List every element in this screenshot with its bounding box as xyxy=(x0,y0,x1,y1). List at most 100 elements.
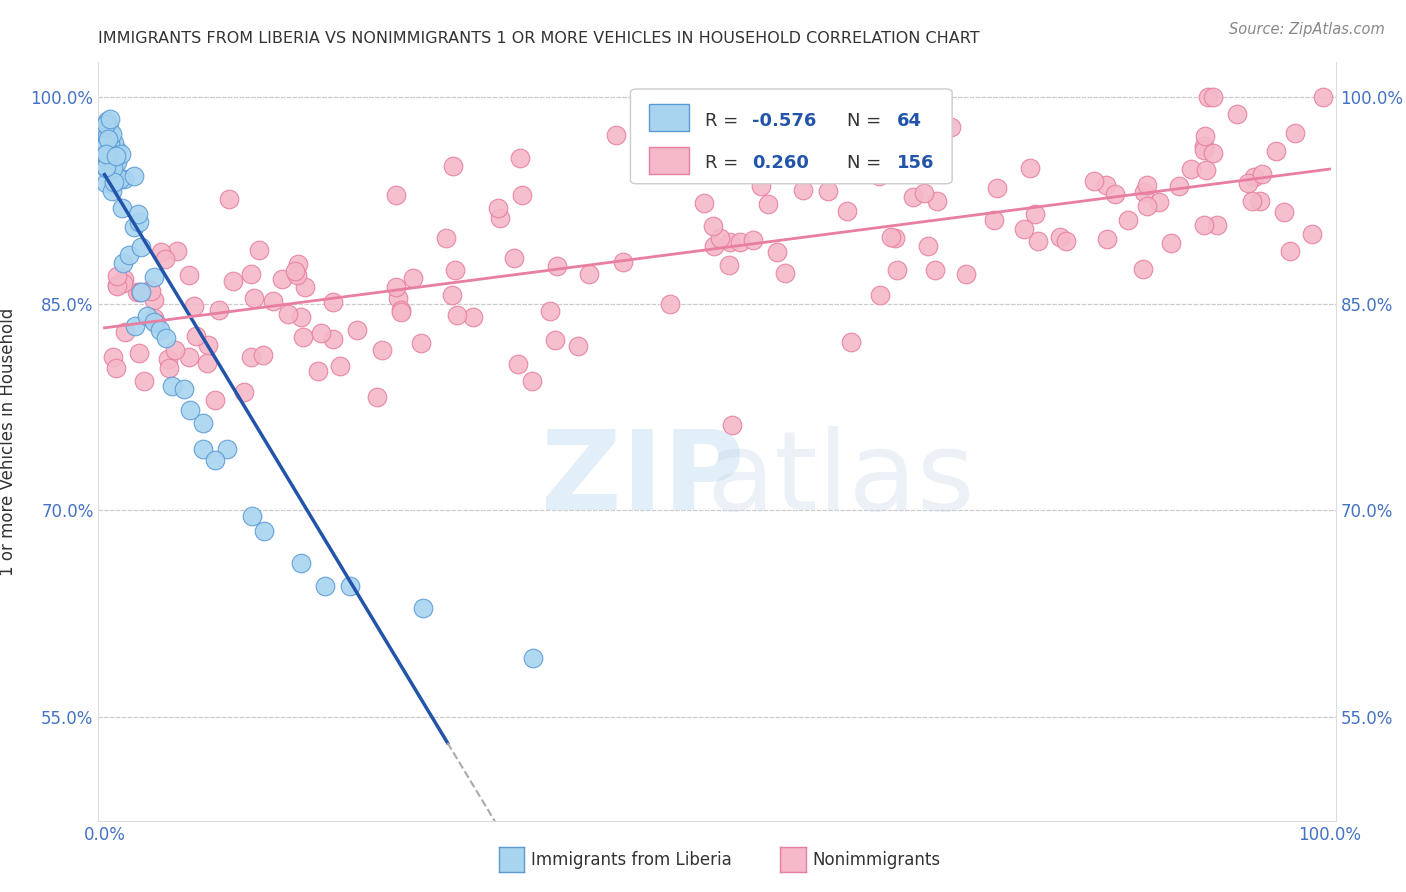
Point xyxy=(1192,139,1215,153)
Point xyxy=(191,442,214,456)
Point xyxy=(522,650,544,665)
Point xyxy=(143,311,166,326)
Point xyxy=(145,316,167,330)
Point xyxy=(125,285,148,300)
Point xyxy=(287,257,309,271)
Point xyxy=(243,291,266,305)
Point xyxy=(143,293,166,307)
Point xyxy=(446,308,468,322)
Point xyxy=(183,299,205,313)
Point xyxy=(111,277,134,291)
Point xyxy=(103,177,125,191)
Point xyxy=(239,350,262,364)
Point xyxy=(1168,178,1191,193)
Point xyxy=(186,329,208,343)
Text: IMMIGRANTS FROM LIBERIA VS NONIMMIGRANTS 1 OR MORE VEHICLES IN HOUSEHOLD CORRELA: IMMIGRANTS FROM LIBERIA VS NONIMMIGRANTS… xyxy=(98,31,980,46)
Point xyxy=(728,235,751,249)
Point xyxy=(105,154,128,169)
Point xyxy=(122,169,145,183)
Point xyxy=(1206,218,1229,232)
Point xyxy=(155,331,177,345)
Point xyxy=(204,393,226,408)
FancyBboxPatch shape xyxy=(630,89,952,184)
Point xyxy=(756,197,779,211)
Point xyxy=(129,285,152,299)
Point xyxy=(252,348,274,362)
Point xyxy=(434,231,457,245)
Point xyxy=(1083,173,1105,187)
Point xyxy=(955,268,977,282)
Point xyxy=(138,283,160,297)
Text: ZIP: ZIP xyxy=(541,426,745,533)
Point xyxy=(156,352,179,367)
Point xyxy=(150,244,173,259)
Point xyxy=(869,103,891,117)
Point xyxy=(97,132,120,146)
Point xyxy=(1095,231,1118,245)
Point xyxy=(1136,178,1159,193)
Point xyxy=(389,305,412,319)
Point xyxy=(384,279,406,293)
Point xyxy=(222,274,245,288)
Point xyxy=(166,244,188,258)
Point xyxy=(94,147,117,161)
Point xyxy=(105,279,128,293)
Point xyxy=(107,143,129,157)
Point xyxy=(112,171,135,186)
Point xyxy=(104,360,127,375)
Point xyxy=(1197,90,1219,104)
Point xyxy=(912,186,935,201)
Point xyxy=(157,360,180,375)
Point xyxy=(128,215,150,229)
Point xyxy=(721,418,744,433)
Point xyxy=(489,211,512,225)
Point xyxy=(749,178,772,193)
Point xyxy=(659,297,682,311)
Point xyxy=(197,337,219,351)
Text: -0.576: -0.576 xyxy=(752,112,815,130)
Point xyxy=(1104,187,1126,202)
Point xyxy=(314,579,336,593)
Point xyxy=(346,323,368,337)
Point xyxy=(97,132,120,146)
Point xyxy=(1251,167,1274,181)
Point xyxy=(837,204,859,219)
Point xyxy=(612,255,634,269)
Point xyxy=(163,343,186,357)
Point xyxy=(94,117,117,131)
Point xyxy=(290,556,312,570)
Point xyxy=(409,335,432,350)
Point xyxy=(718,258,741,272)
Point xyxy=(986,181,1008,195)
Point xyxy=(96,114,118,128)
Point xyxy=(218,192,240,206)
Point xyxy=(1116,212,1139,227)
Point xyxy=(702,219,724,234)
Point xyxy=(538,303,561,318)
Point xyxy=(792,183,814,197)
Point xyxy=(463,310,485,325)
Point xyxy=(97,146,120,161)
Point xyxy=(924,263,946,277)
Point xyxy=(322,333,344,347)
Point xyxy=(322,294,344,309)
Point xyxy=(122,219,145,234)
Point xyxy=(917,239,939,253)
Point xyxy=(509,151,531,165)
Point xyxy=(1272,205,1295,219)
Point xyxy=(1279,244,1302,258)
Point xyxy=(96,129,118,144)
Point xyxy=(443,263,465,277)
Point xyxy=(105,268,128,283)
Point xyxy=(389,302,412,317)
Point xyxy=(94,136,117,151)
Point xyxy=(97,118,120,132)
Point xyxy=(136,310,159,324)
Point xyxy=(277,307,299,321)
Point xyxy=(1301,227,1323,242)
Point xyxy=(1312,90,1334,104)
Point xyxy=(1147,194,1170,209)
Point xyxy=(765,245,787,260)
Point xyxy=(215,442,238,456)
Point xyxy=(486,202,509,216)
